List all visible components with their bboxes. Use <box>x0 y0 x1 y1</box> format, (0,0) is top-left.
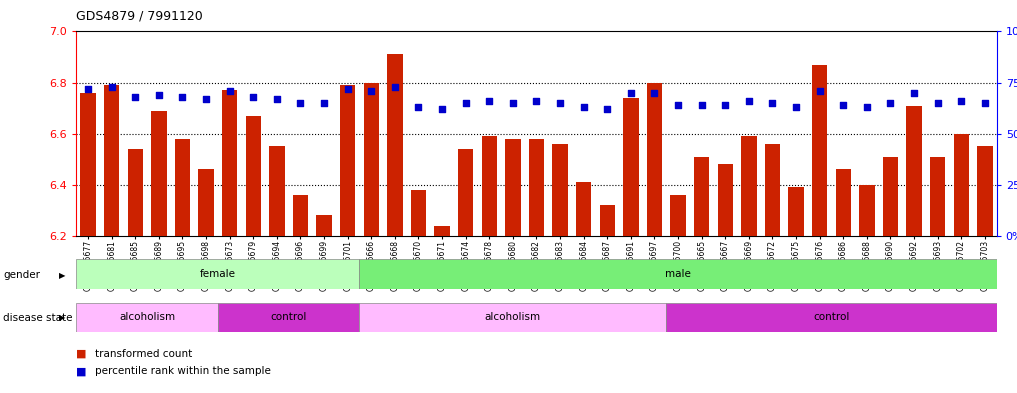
Text: ▶: ▶ <box>59 313 65 322</box>
Bar <box>270 146 285 236</box>
Bar <box>906 105 921 236</box>
Text: alcoholism: alcoholism <box>485 312 541 322</box>
Bar <box>930 156 946 236</box>
Point <box>765 100 781 106</box>
Point <box>151 92 167 98</box>
Bar <box>127 149 143 236</box>
Text: ■: ■ <box>76 349 86 359</box>
Point <box>953 98 969 104</box>
Bar <box>387 54 403 236</box>
Bar <box>76 303 218 332</box>
Text: control: control <box>271 312 307 322</box>
Bar <box>529 139 544 236</box>
Text: ▶: ▶ <box>59 271 65 279</box>
Point <box>670 102 686 108</box>
Point <box>552 100 569 106</box>
Text: percentile rank within the sample: percentile rank within the sample <box>95 366 271 376</box>
Bar <box>647 83 662 236</box>
Bar <box>666 303 997 332</box>
Point <box>174 94 190 100</box>
Bar <box>788 187 803 236</box>
Text: control: control <box>814 312 849 322</box>
Text: alcoholism: alcoholism <box>119 312 175 322</box>
Point <box>835 102 851 108</box>
Point <box>647 90 663 96</box>
Text: female: female <box>200 269 236 279</box>
Point <box>976 100 993 106</box>
Text: male: male <box>665 269 691 279</box>
Text: ■: ■ <box>76 366 86 376</box>
Point <box>694 102 710 108</box>
Bar <box>718 164 733 236</box>
Bar <box>76 259 359 289</box>
Bar <box>340 85 355 236</box>
Bar <box>245 116 261 236</box>
Point <box>883 100 899 106</box>
Bar <box>954 134 969 236</box>
Point <box>812 88 828 94</box>
Bar <box>80 93 96 236</box>
Point <box>740 98 757 104</box>
Bar <box>812 64 828 236</box>
Bar <box>600 205 615 236</box>
Point <box>930 100 946 106</box>
Point <box>292 100 308 106</box>
Point <box>386 83 403 90</box>
Point <box>410 104 426 110</box>
Bar <box>670 195 685 236</box>
Text: disease state: disease state <box>3 312 72 323</box>
Point <box>80 86 97 92</box>
Bar <box>883 156 898 236</box>
Point <box>529 98 545 104</box>
Bar <box>222 90 237 236</box>
Bar <box>175 139 190 236</box>
Bar <box>505 139 521 236</box>
Bar <box>434 226 450 236</box>
Bar <box>359 303 666 332</box>
Point <box>316 100 333 106</box>
Text: transformed count: transformed count <box>95 349 192 359</box>
Point <box>717 102 733 108</box>
Point <box>245 94 261 100</box>
Point <box>906 90 922 96</box>
Point <box>481 98 497 104</box>
Bar <box>293 195 308 236</box>
Bar <box>359 259 997 289</box>
Bar <box>552 144 567 236</box>
Point <box>504 100 521 106</box>
Point <box>222 88 238 94</box>
Point <box>127 94 143 100</box>
Bar <box>765 144 780 236</box>
Bar <box>458 149 473 236</box>
Point <box>434 106 451 112</box>
Bar <box>411 190 426 236</box>
Point <box>363 88 379 94</box>
Point <box>788 104 804 110</box>
Point <box>268 96 285 102</box>
Point <box>599 106 615 112</box>
Bar <box>741 136 757 236</box>
Bar <box>104 85 119 236</box>
Bar <box>859 185 875 236</box>
Text: GDS4879 / 7991120: GDS4879 / 7991120 <box>76 10 203 23</box>
Point <box>340 86 356 92</box>
Bar <box>152 110 167 236</box>
Text: gender: gender <box>3 270 40 280</box>
Point <box>576 104 592 110</box>
Bar <box>694 156 709 236</box>
Bar <box>316 215 332 236</box>
Bar <box>218 303 359 332</box>
Point <box>458 100 474 106</box>
Point <box>198 96 215 102</box>
Bar <box>364 83 379 236</box>
Bar <box>836 169 851 236</box>
Bar <box>623 98 639 236</box>
Bar <box>198 169 214 236</box>
Bar <box>482 136 497 236</box>
Point <box>622 90 639 96</box>
Bar <box>576 182 591 236</box>
Bar <box>977 146 993 236</box>
Point <box>104 83 120 90</box>
Point <box>858 104 875 110</box>
